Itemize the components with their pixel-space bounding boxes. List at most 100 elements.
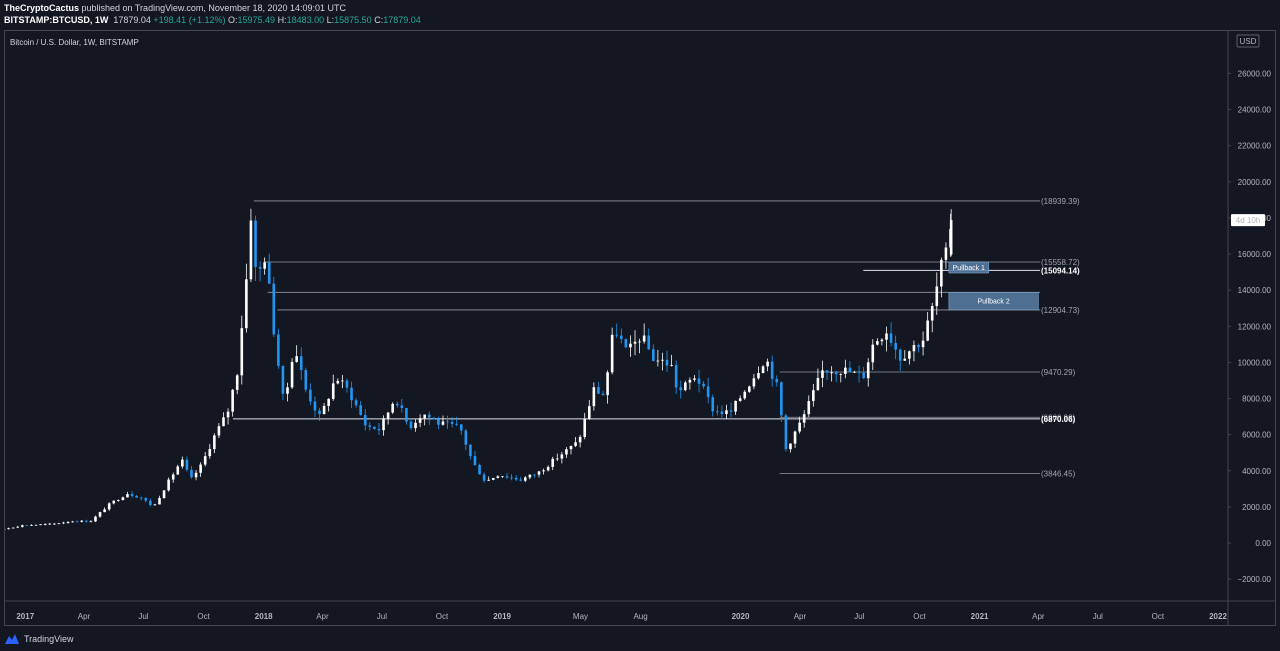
candle-body (583, 419, 587, 437)
candle-body (94, 516, 97, 522)
candle-body (277, 334, 280, 366)
candle-body (231, 389, 234, 412)
candle-body (734, 400, 737, 412)
candle-body (757, 372, 760, 379)
candle-body (149, 500, 152, 505)
price-change: +198.41 (+1.12%) (153, 15, 226, 25)
x-tick-label: Oct (913, 612, 926, 621)
candle-body (848, 367, 852, 373)
candle-body (373, 426, 376, 429)
candle-body (665, 359, 669, 366)
candle-body (446, 421, 449, 423)
candle-body (825, 370, 829, 373)
candle-body (171, 474, 175, 480)
x-tick-label: Oct (197, 612, 210, 621)
candle-body (203, 456, 207, 465)
candle-body (679, 387, 683, 391)
candle-body (181, 459, 184, 467)
chart-frame[interactable]: Bitcoin / U.S. Dollar, 1W, BITSTAMP −2000… (4, 30, 1276, 626)
candle-body (587, 406, 591, 420)
candle-body (217, 426, 221, 436)
x-tick-label: May (573, 612, 588, 621)
candle-body (318, 410, 321, 415)
y-tick-label: 8000.00 (1242, 395, 1271, 404)
candle-body (940, 259, 943, 287)
level-label: (6960.98) (1041, 413, 1076, 422)
close-value: 17879.04 (383, 15, 421, 25)
candle-body (546, 466, 550, 471)
candle-body (48, 523, 52, 525)
candle-body (784, 415, 788, 450)
candle-body (322, 405, 326, 415)
candle-body (80, 520, 84, 522)
candle-body (459, 424, 463, 431)
candle-body (153, 504, 157, 506)
countdown-badge (1231, 214, 1265, 227)
low-label: L: (326, 15, 335, 25)
candle-body (75, 521, 79, 523)
candle-body (889, 333, 893, 343)
price-chart[interactable]: Bitcoin / U.S. Dollar, 1W, BITSTAMP −2000… (5, 31, 1275, 625)
high-label: H: (277, 15, 287, 25)
candle-body (876, 341, 879, 345)
candle-body (98, 512, 102, 517)
x-tick-label: Oct (436, 612, 449, 621)
candle-body (917, 345, 920, 348)
candle-body (130, 494, 134, 496)
candle-body (629, 343, 632, 348)
candle-body (423, 414, 426, 419)
publish-date: published on TradingView.com, November 1… (79, 3, 347, 13)
candle-body (807, 401, 811, 415)
candle-body (117, 500, 120, 501)
pullback-zone[interactable] (948, 261, 990, 274)
x-tick-label: Apr (1032, 612, 1045, 621)
candle-body (126, 494, 129, 498)
y-tick-label: 20000.00 (1238, 178, 1272, 187)
x-tick-label: Oct (1152, 612, 1165, 621)
candle-body (39, 524, 42, 526)
candle-body (748, 386, 751, 392)
author-name[interactable]: TheCryptoCactus (4, 3, 80, 13)
candle-body (519, 479, 523, 481)
tradingview-logo[interactable]: TradingView (4, 631, 74, 647)
candle-body (542, 470, 545, 472)
candle-body (853, 371, 856, 373)
currency-label: USD (1240, 37, 1257, 46)
candle-body (601, 393, 605, 396)
candle-body (652, 349, 655, 361)
candle-body (469, 444, 472, 457)
open-label: O: (227, 15, 238, 25)
candle-body (235, 375, 239, 390)
candle-body (656, 360, 660, 362)
chart-title: Bitcoin / U.S. Dollar, 1W, BITSTAMP (10, 38, 139, 47)
candle-body (11, 527, 15, 529)
level-label: (6870.06) (1041, 415, 1076, 424)
x-tick-label: Jul (1093, 612, 1103, 621)
candle-body (7, 528, 10, 530)
candle-body (798, 422, 801, 432)
candle-body (555, 458, 559, 460)
level-label: (12904.73) (1041, 306, 1080, 315)
x-tick-label: 2022 (1209, 612, 1227, 621)
candle-body (537, 471, 541, 475)
candle-body (487, 479, 490, 481)
candle-body (885, 333, 888, 340)
candle-body (501, 476, 504, 478)
candle-body (697, 378, 701, 384)
candle-body (327, 398, 330, 406)
candle-body (738, 398, 742, 401)
candle-body (441, 421, 445, 425)
candle-body (478, 464, 481, 475)
candle-body (766, 361, 769, 367)
candle-body (309, 389, 312, 402)
candle-body (793, 431, 797, 444)
candle-body (780, 382, 783, 416)
candle-body (633, 341, 637, 344)
candle-body (880, 339, 884, 342)
candle-body (702, 383, 705, 387)
pullback-zone[interactable] (948, 292, 1039, 311)
y-tick-label: 14000.00 (1238, 286, 1272, 295)
candle-body (313, 401, 317, 411)
candle-body (208, 449, 212, 457)
candle-body (752, 378, 756, 387)
